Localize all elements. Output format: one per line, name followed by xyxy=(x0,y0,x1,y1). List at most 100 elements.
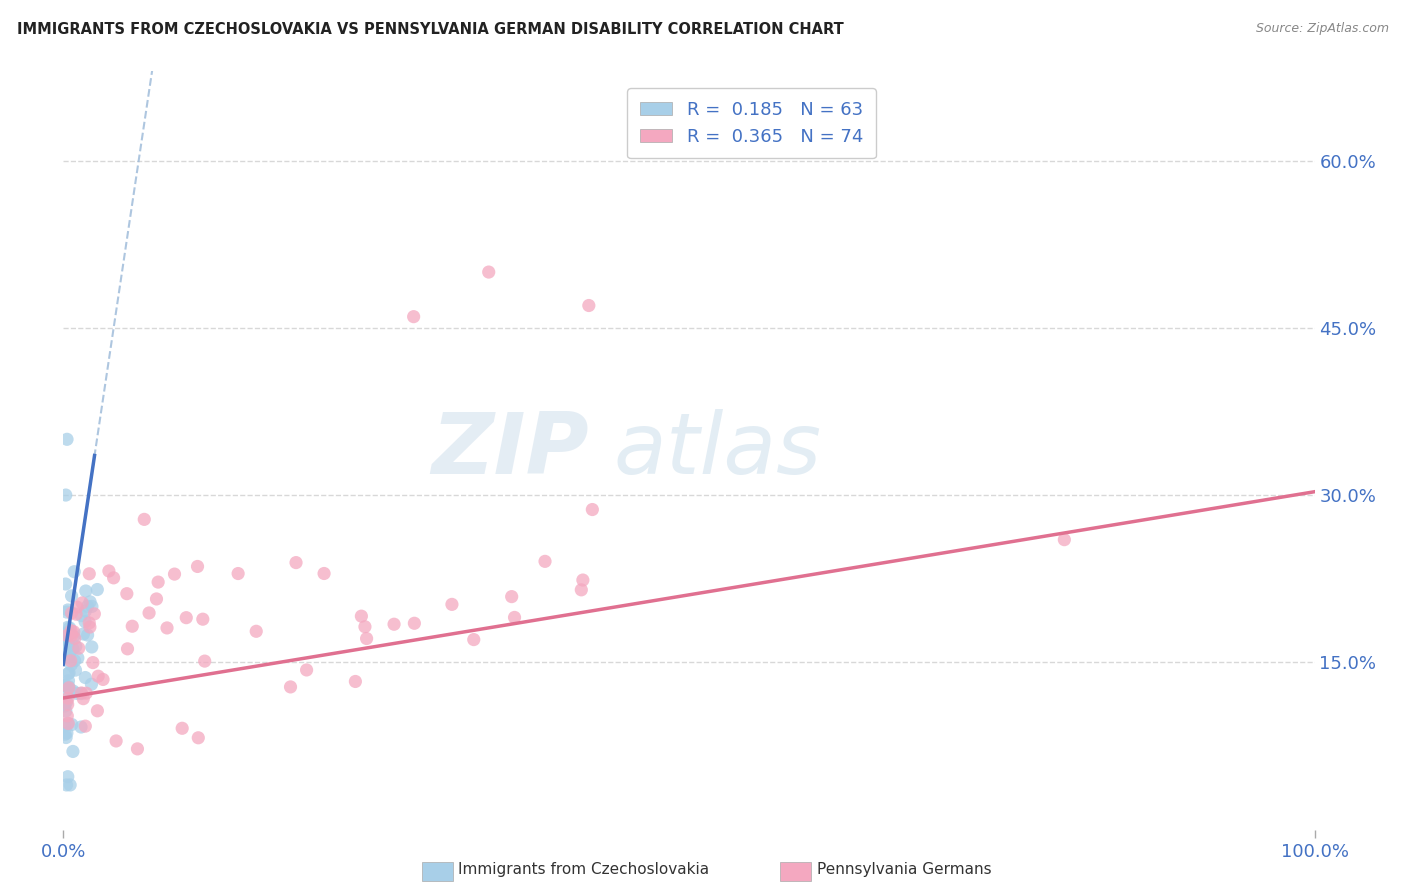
Point xyxy=(356,632,378,646)
Point xyxy=(534,554,557,568)
Point xyxy=(56,708,79,723)
Point xyxy=(56,620,79,634)
Text: Immigrants from Czechoslovakia: Immigrants from Czechoslovakia xyxy=(458,863,710,877)
Point xyxy=(350,609,373,624)
Point xyxy=(77,566,100,581)
Point xyxy=(578,299,600,313)
Point xyxy=(60,606,83,620)
Point xyxy=(60,717,83,731)
Point xyxy=(83,607,105,621)
Point xyxy=(56,650,79,665)
Point xyxy=(58,665,80,680)
Point xyxy=(186,559,208,574)
Point xyxy=(172,721,194,735)
Text: Source: ZipAtlas.com: Source: ZipAtlas.com xyxy=(1256,22,1389,36)
Point xyxy=(58,673,80,688)
Point xyxy=(82,656,104,670)
Point xyxy=(65,640,87,654)
Point xyxy=(280,680,302,694)
Point xyxy=(382,617,405,632)
Point xyxy=(70,720,93,734)
Text: atlas: atlas xyxy=(614,409,823,492)
Point xyxy=(76,628,98,642)
Point xyxy=(121,619,143,633)
Point xyxy=(187,731,209,745)
Point xyxy=(156,621,179,635)
Point xyxy=(194,654,217,668)
Point xyxy=(55,632,77,647)
Point xyxy=(70,686,93,700)
Point xyxy=(55,731,77,745)
Point xyxy=(79,595,101,609)
Text: ZIP: ZIP xyxy=(432,409,589,492)
Point xyxy=(58,681,80,695)
Point xyxy=(138,606,160,620)
Point xyxy=(440,598,463,612)
Point xyxy=(226,566,249,581)
Point xyxy=(67,641,90,656)
Point xyxy=(134,512,156,526)
Point xyxy=(63,632,86,646)
Point xyxy=(127,742,149,756)
Point xyxy=(59,621,82,635)
Point xyxy=(86,582,108,597)
Point xyxy=(55,488,77,502)
Point xyxy=(478,265,501,279)
Text: Pennsylvania Germans: Pennsylvania Germans xyxy=(817,863,991,877)
Legend: R =  0.185   N = 63, R =  0.365   N = 74: R = 0.185 N = 63, R = 0.365 N = 74 xyxy=(627,88,876,158)
Point xyxy=(72,691,94,706)
Point xyxy=(285,556,308,570)
Point xyxy=(53,678,76,692)
Point xyxy=(58,680,80,694)
Point xyxy=(75,615,97,629)
Point xyxy=(70,596,93,610)
Point xyxy=(56,666,79,681)
Point xyxy=(86,704,108,718)
Point xyxy=(53,643,76,657)
Point xyxy=(55,605,77,619)
Point xyxy=(75,671,97,685)
Point xyxy=(62,624,84,639)
Point xyxy=(404,616,426,631)
Point xyxy=(146,575,169,590)
Point xyxy=(105,734,128,748)
Point xyxy=(63,565,86,579)
Point xyxy=(56,626,79,640)
Point xyxy=(75,604,97,618)
Point xyxy=(97,564,120,578)
Point xyxy=(163,567,186,582)
Point xyxy=(77,615,100,630)
Point xyxy=(72,627,94,641)
Point xyxy=(503,610,526,624)
Point xyxy=(145,591,167,606)
Point xyxy=(53,631,76,645)
Point xyxy=(60,589,83,603)
Point xyxy=(56,628,79,642)
Point xyxy=(1053,533,1076,547)
Point xyxy=(569,582,592,597)
Point xyxy=(58,716,80,731)
Point xyxy=(75,719,97,733)
Point xyxy=(53,678,76,692)
Point xyxy=(53,698,76,712)
Point xyxy=(344,674,367,689)
Point xyxy=(501,590,523,604)
Point xyxy=(103,571,125,585)
Point xyxy=(80,677,103,691)
Point xyxy=(295,663,318,677)
Point xyxy=(62,629,84,643)
Point xyxy=(62,641,84,656)
Point xyxy=(70,687,93,701)
Point xyxy=(60,624,83,638)
Point xyxy=(354,620,377,634)
Point xyxy=(174,610,197,624)
Point xyxy=(65,663,87,677)
Point xyxy=(53,719,76,733)
Point xyxy=(55,689,77,703)
Text: IMMIGRANTS FROM CZECHOSLOVAKIA VS PENNSYLVANIA GERMAN DISABILITY CORRELATION CHA: IMMIGRANTS FROM CZECHOSLOVAKIA VS PENNSY… xyxy=(17,22,844,37)
Point xyxy=(59,778,82,792)
Point xyxy=(75,584,97,599)
Point xyxy=(56,770,79,784)
Point xyxy=(62,684,84,698)
Point xyxy=(66,600,89,615)
